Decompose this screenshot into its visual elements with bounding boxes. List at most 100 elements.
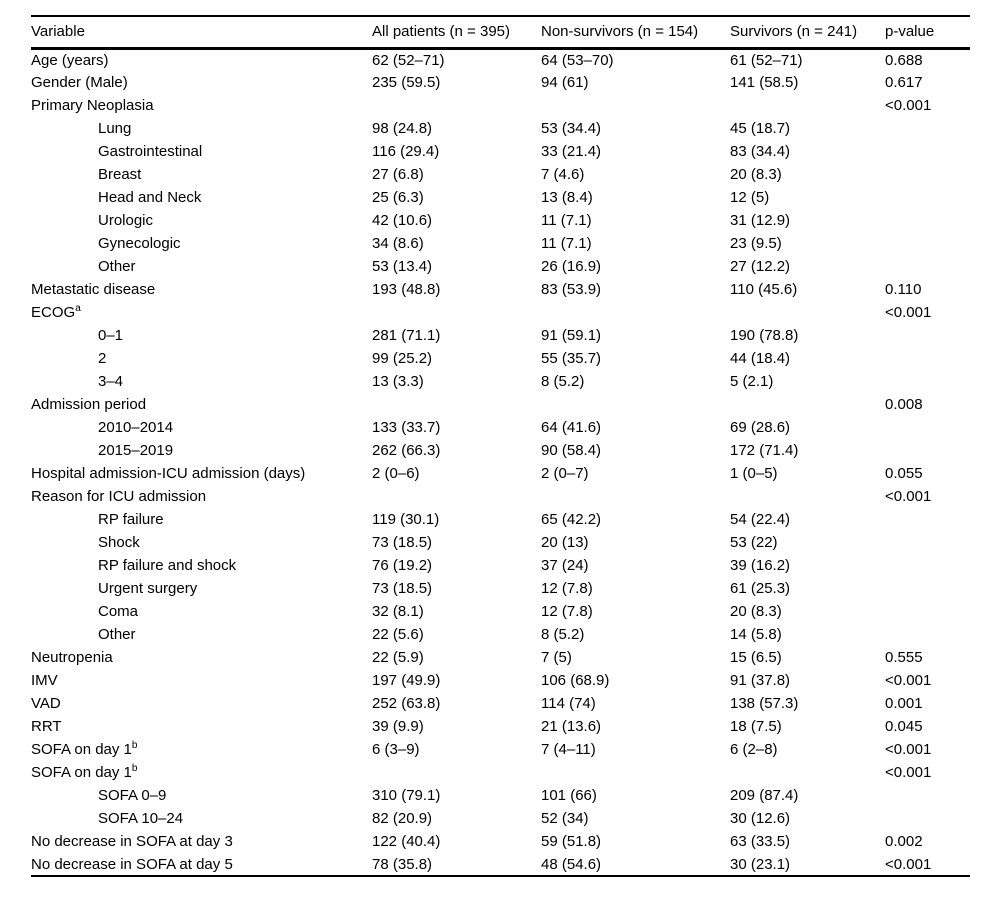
- cell-variable: Lung: [98, 120, 132, 137]
- cell-all-patients: 62 (52–71): [372, 51, 445, 69]
- cell-p-value: [885, 117, 970, 140]
- cell-variable: RP failure: [98, 511, 164, 528]
- cell-survivors: 30 (23.1): [730, 855, 791, 873]
- cell-survivors: 20 (8.3): [730, 166, 782, 183]
- cell-variable: Age (years): [31, 51, 109, 69]
- cell-non-survivors: 48 (54.6): [541, 855, 602, 873]
- cell-variable: VAD: [31, 695, 61, 712]
- cell-all-patients: 281 (71.1): [372, 327, 441, 344]
- cell-all-patients: [372, 393, 541, 416]
- cell-all-patients: 53 (13.4): [372, 258, 433, 275]
- cell-non-survivors: 13 (8.4): [541, 189, 593, 206]
- cell-non-survivors: 90 (58.4): [541, 442, 602, 459]
- cell-non-survivors: [541, 94, 730, 117]
- cell-p-value: 0.555: [885, 649, 923, 666]
- cell-non-survivors: 94 (61): [541, 74, 589, 91]
- cell-survivors: [730, 301, 885, 324]
- cell-p-value: [885, 577, 970, 600]
- cell-all-patients: 235 (59.5): [372, 74, 441, 91]
- cell-non-survivors: 33 (21.4): [541, 143, 602, 160]
- cell-all-patients: 119 (30.1): [372, 511, 440, 528]
- cell-all-patients: 73 (18.5): [372, 580, 433, 597]
- cell-p-value: [885, 807, 970, 830]
- cell-survivors: 53 (22): [730, 534, 778, 551]
- cell-non-survivors: 101 (66): [541, 787, 597, 804]
- cell-non-survivors: 106 (68.9): [541, 672, 610, 689]
- cell-non-survivors: 20 (13): [541, 534, 589, 551]
- cell-non-survivors: 53 (34.4): [541, 120, 602, 137]
- patient-characteristics-table: Variable All patients (n = 395) Non-surv…: [31, 15, 970, 877]
- cell-survivors: 45 (18.7): [730, 120, 791, 137]
- cell-non-survivors: 91 (59.1): [541, 327, 602, 344]
- cell-survivors: 18 (7.5): [730, 718, 782, 735]
- table-row: Gynecologic 34 (8.6) 11 (7.1) 23 (9.5): [31, 232, 970, 255]
- table-header: Variable All patients (n = 395) Non-surv…: [31, 16, 970, 48]
- cell-non-survivors: 12 (7.8): [541, 603, 593, 620]
- cell-p-value: 0.001: [885, 695, 923, 712]
- cell-survivors: 172 (71.4): [730, 442, 799, 459]
- cell-all-patients: 122 (40.4): [372, 833, 441, 850]
- cell-survivors: 5 (2.1): [730, 373, 774, 390]
- cell-p-value: [885, 163, 970, 186]
- cell-all-patients: 197 (49.9): [372, 672, 441, 689]
- cell-p-value: 0.110: [885, 281, 922, 298]
- cell-all-patients: 6 (3–9): [372, 741, 420, 758]
- cell-variable: SOFA 10–24: [98, 810, 184, 827]
- table-row: VAD 252 (63.8) 114 (74) 138 (57.3) 0.001: [31, 692, 970, 715]
- cell-variable: Urologic: [98, 212, 154, 229]
- cell-survivors: 190 (78.8): [730, 327, 799, 344]
- cell-variable: Other: [98, 626, 136, 643]
- table-row: Hospital admission-ICU admission (days) 2…: [31, 462, 970, 485]
- cell-all-patients: 133 (33.7): [372, 419, 441, 436]
- cell-variable: Metastatic disease: [31, 281, 156, 298]
- cell-survivors: 141 (58.5): [730, 74, 799, 91]
- cell-survivors: 20 (8.3): [730, 603, 782, 620]
- cell-non-survivors: 7 (4.6): [541, 166, 585, 183]
- column-header-all-patients: All patients (n = 395): [372, 23, 510, 41]
- cell-p-value: [885, 531, 970, 554]
- cell-all-patients: 262 (66.3): [372, 442, 441, 459]
- column-header-variable: Variable: [31, 23, 85, 41]
- table-row: Gastrointestinal 116 (29.4) 33 (21.4) 83 (3…: [31, 140, 970, 163]
- cell-non-survivors: [541, 485, 730, 508]
- paper-page: Variable All patients (n = 395) Non-surv…: [31, 15, 970, 877]
- cell-all-patients: [372, 94, 541, 117]
- cell-survivors: 23 (9.5): [730, 235, 782, 252]
- cell-survivors: 15 (6.5): [730, 649, 782, 666]
- cell-p-value: <0.001: [885, 672, 932, 689]
- cell-all-patients: 34 (8.6): [372, 235, 424, 252]
- cell-variable: Gastrointestinal: [98, 143, 203, 160]
- cell-all-patients: 310 (79.1): [372, 787, 441, 804]
- table-row: SOFA 0–9 310 (79.1) 101 (66) 209 (87.4): [31, 784, 970, 807]
- cell-all-patients: 32 (8.1): [372, 603, 424, 620]
- cell-p-value: [885, 370, 970, 393]
- cell-non-survivors: [541, 761, 730, 784]
- cell-non-survivors: 7 (5): [541, 649, 572, 666]
- cell-non-survivors: 59 (51.8): [541, 833, 602, 850]
- cell-all-patients: 13 (3.3): [372, 373, 424, 390]
- cell-all-patients: 99 (25.2): [372, 350, 433, 367]
- cell-p-value: [885, 784, 970, 807]
- cell-survivors: 31 (12.9): [730, 212, 791, 229]
- table-row: RP failure and shock 76 (19.2) 37 (24) 39 (…: [31, 554, 970, 577]
- table-row: Head and Neck 25 (6.3) 13 (8.4) 12 (5): [31, 186, 970, 209]
- table-row: Age (years) 62 (52–71) 64 (53–70) 61 (52–71…: [31, 48, 970, 71]
- cell-variable: SOFA on day 1b: [31, 740, 138, 759]
- column-header-p-value: p-value: [885, 23, 935, 41]
- cell-p-value: [885, 508, 970, 531]
- table-row: Coma 32 (8.1) 12 (7.8) 20 (8.3): [31, 600, 970, 623]
- cell-non-survivors: 26 (16.9): [541, 258, 602, 275]
- cell-p-value: [885, 623, 970, 646]
- cell-variable: SOFA 0–9: [98, 787, 167, 804]
- cell-variable: Neutropenia: [31, 649, 113, 666]
- cell-non-survivors: 64 (53–70): [541, 51, 614, 69]
- table-row: Other 22 (5.6) 8 (5.2) 14 (5.8): [31, 623, 970, 646]
- cell-all-patients: 252 (63.8): [372, 695, 441, 712]
- cell-non-survivors: [541, 393, 730, 416]
- cell-non-survivors: 52 (34): [541, 810, 589, 827]
- cell-p-value: [885, 232, 970, 255]
- cell-survivors: 54 (22.4): [730, 511, 791, 528]
- table-row: Neutropenia 22 (5.9) 7 (5) 15 (6.5) 0.555: [31, 646, 970, 669]
- table-row: SOFA 10–24 82 (20.9) 52 (34) 30 (12.6): [31, 807, 970, 830]
- cell-survivors: 30 (12.6): [730, 810, 791, 827]
